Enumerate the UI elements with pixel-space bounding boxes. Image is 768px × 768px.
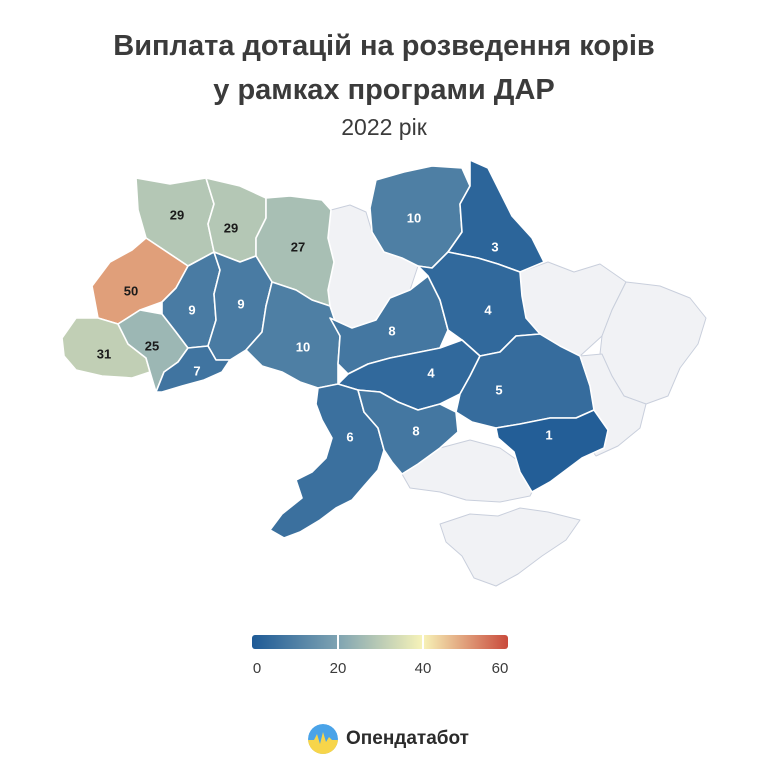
- region-value-kirovohrad: 4: [427, 366, 435, 381]
- region-value-cherkasy: 8: [388, 324, 395, 339]
- legend-tick-60: 60: [491, 660, 509, 677]
- legend-tick-40: 40: [414, 660, 432, 677]
- region-value-zhytomyr: 27: [291, 240, 305, 255]
- region-value-volyn: 29: [170, 208, 184, 223]
- map-title-line1: Виплата дотацій на розведення корів: [113, 30, 655, 62]
- region-zaporizhzhia: [495, 409, 609, 493]
- region-luhansk: [599, 281, 707, 405]
- region-kherson: [401, 439, 539, 503]
- region-value-zakarpattia: 31: [97, 347, 111, 362]
- legend-tick-20: 20: [329, 660, 347, 677]
- legend-color-scale: [252, 635, 508, 649]
- legend-separator: [337, 635, 339, 649]
- region-value-ivano-frankivsk: 25: [145, 339, 159, 354]
- region-value-zaporizhzhia: 1: [545, 428, 552, 443]
- legend-separator: [422, 635, 424, 649]
- region-value-poltava: 4: [484, 303, 492, 318]
- legend-tick-0: 0: [252, 660, 262, 677]
- opendatabot-logo-icon: [308, 724, 338, 754]
- region-chernivtsi: [155, 345, 231, 393]
- region-value-vinnytsia: 10: [296, 340, 310, 355]
- region-value-odesa: 6: [346, 430, 353, 445]
- brand-footer: Опендатабот: [308, 722, 469, 756]
- region-cherkasy: [329, 275, 449, 375]
- region-value-ternopil: 9: [188, 303, 195, 318]
- region-value-lviv: 50: [124, 284, 138, 299]
- region-value-rivne: 29: [224, 221, 238, 236]
- map-title-line2: у рамках програми ДАР: [213, 74, 555, 106]
- map-subtitle: 2022 рік: [341, 114, 427, 140]
- region-value-sumy: 3: [491, 240, 498, 255]
- region-value-dnipropetrovsk: 5: [495, 383, 502, 398]
- region-value-khmelnytskyi: 9: [237, 297, 244, 312]
- region-value-mykolaiv: 8: [412, 424, 419, 439]
- region-value-chernivtsi: 7: [193, 364, 200, 379]
- brand-name: Опендатабот: [346, 728, 469, 749]
- region-khmelnytskyi: [207, 251, 273, 361]
- region-mykolaiv: [357, 389, 459, 475]
- region-crimea: [439, 507, 581, 587]
- region-value-chernihiv: 10: [407, 211, 421, 226]
